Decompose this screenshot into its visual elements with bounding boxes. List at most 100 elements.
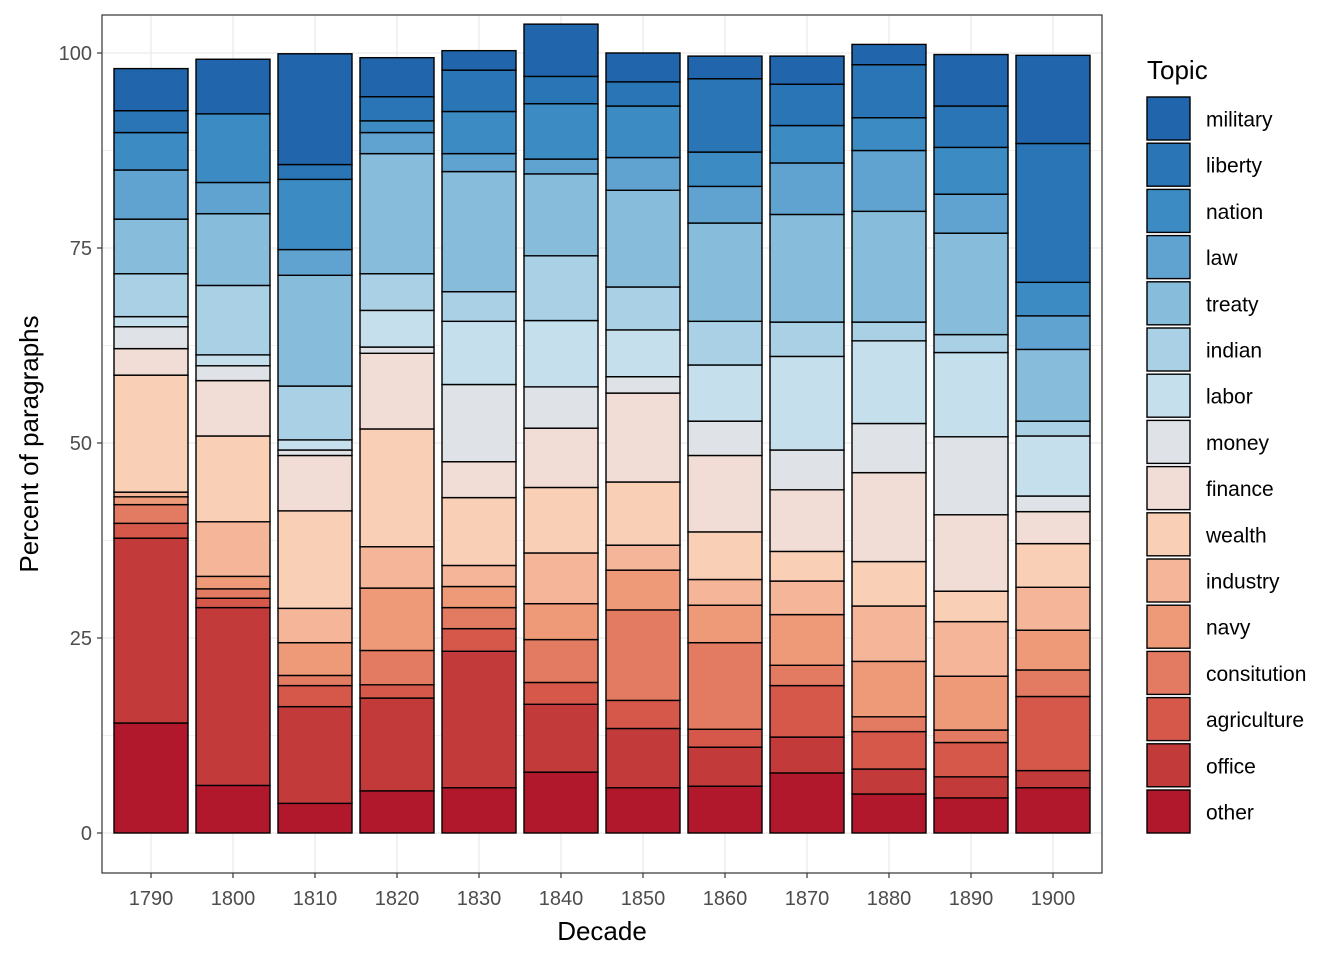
legend-label-labor: labor <box>1206 386 1253 409</box>
bar-segment-other-1830 <box>441 787 517 834</box>
bar-segment-indian-1890 <box>933 333 1009 354</box>
bar-segment-military-1900 <box>1015 54 1091 145</box>
bar-segment-money-1850 <box>605 376 681 394</box>
bar-segment-office-1880 <box>851 768 927 795</box>
legend-title: Topic <box>1147 55 1208 85</box>
bar-segment-finance-1890 <box>933 514 1009 592</box>
legend-key-industry <box>1146 558 1191 603</box>
bar-segment-wealth-1870 <box>769 550 845 582</box>
bar-segment-military-1820 <box>359 56 435 98</box>
bar-segment-labor-1810 <box>277 439 353 451</box>
legend-key-wealth <box>1146 512 1191 557</box>
bar-segment-indian-1830 <box>441 290 517 323</box>
legend-key-labor <box>1146 373 1191 418</box>
bar-segment-law-1810 <box>277 248 353 276</box>
y-axis: 0 25 50 75 100 <box>59 43 102 845</box>
legend-key-treaty <box>1146 281 1191 326</box>
x-tick-label: 1900 <box>1031 888 1076 910</box>
bar-segment-labor-1800 <box>195 354 271 367</box>
bar-segment-law-1890 <box>933 193 1009 234</box>
bar-segment-money-1890 <box>933 436 1009 516</box>
y-tick-label: 25 <box>70 628 92 650</box>
bar-segment-labor-1820 <box>359 309 435 348</box>
bar-segment-wealth-1790 <box>113 374 189 493</box>
bar-segment-office-1790 <box>113 537 189 724</box>
bar-segment-money-1870 <box>769 449 845 491</box>
bar-segment-treaty-1800 <box>195 212 271 287</box>
bar-segment-law-1850 <box>605 156 681 191</box>
bar-segment-navy-1850 <box>605 569 681 611</box>
legend-key-other <box>1146 789 1191 834</box>
bar-segment-office-1900 <box>1015 769 1091 789</box>
bar-segment-treaty-1810 <box>277 274 353 387</box>
bar-segment-office-1890 <box>933 776 1009 799</box>
bar-segment-money-1820 <box>359 346 435 354</box>
bar-segment-military-1840 <box>523 23 599 78</box>
bar-segment-agriculture-1880 <box>851 730 927 770</box>
bar-segment-agriculture-1860 <box>687 728 763 748</box>
bar-segment-treaty-1850 <box>605 189 681 288</box>
bar-segment-military-1800 <box>195 58 271 115</box>
legend-key-indian <box>1146 327 1191 372</box>
bar-segment-finance-1900 <box>1015 510 1091 545</box>
bar-segment-law-1860 <box>687 185 763 224</box>
bar-segment-consitution-1880 <box>851 716 927 733</box>
x-tick-label: 1880 <box>867 888 912 910</box>
bar-segment-liberty-1850 <box>605 81 681 107</box>
x-tick-label: 1810 <box>293 888 338 910</box>
x-tick-label: 1870 <box>785 888 830 910</box>
legend-key-navy <box>1146 604 1191 649</box>
bar-segment-treaty-1830 <box>441 170 517 293</box>
bar-segment-liberty-1790 <box>113 110 189 134</box>
bar-segment-office-1840 <box>523 703 599 773</box>
bar-segment-navy-1820 <box>359 587 435 652</box>
bar-segment-wealth-1810 <box>277 510 353 610</box>
bar-segment-navy-1870 <box>769 613 845 666</box>
bar-segment-nation-1860 <box>687 151 763 188</box>
bar-segment-wealth-1800 <box>195 435 271 523</box>
bar-segment-industry-1810 <box>277 607 353 644</box>
bar-segment-finance-1790 <box>113 347 189 376</box>
legend-label-wealth: wealth <box>1205 524 1267 547</box>
legend-label-nation: nation <box>1206 201 1263 224</box>
bar-segment-industry-1840 <box>523 552 599 605</box>
bar-segment-other-1890 <box>933 797 1009 834</box>
x-tick-label: 1830 <box>457 888 502 910</box>
bar-segment-navy-1840 <box>523 602 599 641</box>
bar-segment-finance-1800 <box>195 379 271 437</box>
bar-segment-treaty-1790 <box>113 218 189 275</box>
plot-panel-border <box>101 14 1103 874</box>
bar-segment-law-1900 <box>1015 315 1091 351</box>
bar-segment-navy-1790 <box>113 496 189 506</box>
bar-segment-nation-1870 <box>769 124 845 164</box>
bar-segment-consitution-1850 <box>605 609 681 702</box>
bar-segment-navy-1860 <box>687 604 763 644</box>
bar-segment-other-1900 <box>1015 787 1091 834</box>
y-axis-title: Percent of paragraphs <box>14 315 44 572</box>
bar-segment-treaty-1820 <box>359 152 435 275</box>
bar-segment-law-1880 <box>851 149 927 213</box>
legend-label-indian: indian <box>1206 340 1262 363</box>
bar-segment-labor-1870 <box>769 355 845 451</box>
legend-label-liberty: liberty <box>1206 155 1263 178</box>
bar-segment-nation-1850 <box>605 105 681 159</box>
bar-segment-indian-1820 <box>359 273 435 312</box>
bar-segment-industry-1860 <box>687 578 763 606</box>
bar-segment-military-1870 <box>769 55 845 85</box>
bar-segment-wealth-1840 <box>523 486 599 554</box>
bar-segment-military-1890 <box>933 53 1009 107</box>
bar-segment-office-1820 <box>359 697 435 792</box>
bar-segment-office-1810 <box>277 705 353 805</box>
legend-label-finance: finance <box>1206 478 1274 501</box>
x-tick-label: 1850 <box>621 888 666 910</box>
bar-segment-agriculture-1870 <box>769 684 845 738</box>
bar-segment-wealth-1900 <box>1015 542 1091 588</box>
bar-segment-money-1880 <box>851 422 927 474</box>
bar-segment-money-1800 <box>195 365 271 382</box>
bar-segment-wealth-1830 <box>441 496 517 567</box>
legend: Topic military liberty nation law treaty indi… <box>1146 55 1306 834</box>
bar-segment-liberty-1860 <box>687 78 763 153</box>
bar-segment-liberty-1830 <box>441 69 517 113</box>
bar-segment-other-1820 <box>359 790 435 834</box>
bar-segment-consitution-1830 <box>441 606 517 630</box>
